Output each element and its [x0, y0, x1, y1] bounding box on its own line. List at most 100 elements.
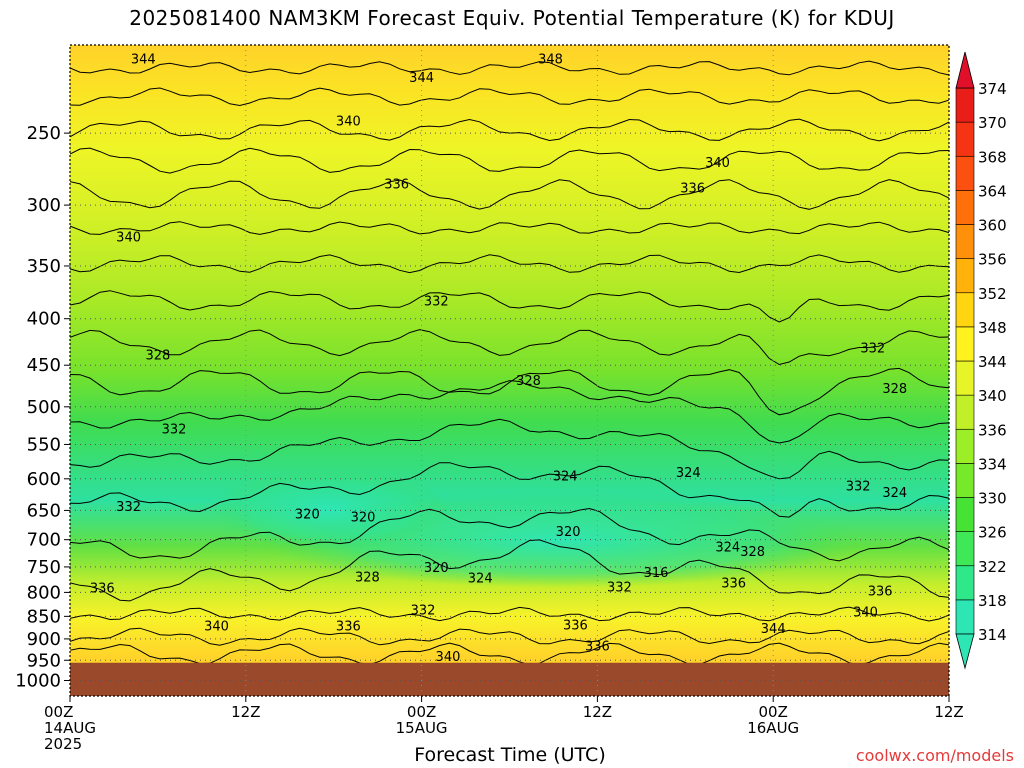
contour-line [70, 642, 949, 666]
colorbar-label: 364 [978, 182, 1007, 200]
contour-label: 336 [585, 639, 610, 654]
y-tick-label: 350 [27, 256, 61, 277]
plot-background [70, 45, 949, 696]
colorbar-label: 344 [978, 353, 1007, 371]
contour-line [70, 462, 949, 518]
colorbar-label: 356 [978, 251, 1007, 269]
y-tick-label: 850 [27, 606, 61, 627]
colorbar-segment [955, 497, 975, 532]
colorbar-label: 370 [978, 114, 1007, 132]
colorbar-segment [955, 224, 975, 259]
colorbar-label: 326 [978, 524, 1007, 542]
contour-line [70, 254, 949, 274]
contour-label: 332 [411, 603, 436, 618]
colorbar-segment [955, 121, 975, 157]
contour-label: 340 [853, 606, 878, 621]
colorbar-label: 348 [978, 319, 1007, 337]
grid-lines [70, 45, 949, 696]
contour-line [70, 60, 949, 76]
y-tick-label: 950 [27, 650, 61, 671]
y-tick-label: 600 [27, 469, 61, 490]
y-tick-label: 500 [27, 397, 61, 418]
contour-label: 336 [680, 182, 705, 197]
contour-label: 332 [846, 479, 871, 494]
contour-label: 328 [740, 545, 765, 560]
contour-label: 332 [424, 295, 449, 310]
colorbar-segment [955, 599, 975, 635]
colorbar-label: 334 [978, 455, 1007, 473]
contour-label: 332 [116, 500, 141, 515]
y-tick-label: 300 [27, 195, 61, 216]
x-axis-title: Forecast Time (UTC) [414, 744, 606, 766]
x-tick-label: 00Z [407, 703, 436, 721]
contour-label: 344 [409, 71, 434, 86]
contour-label: 332 [607, 580, 632, 595]
colorbar-label: 368 [978, 148, 1007, 166]
contour-line [70, 418, 949, 480]
x-tick-label: 16AUG [747, 719, 799, 737]
colorbar-low-arrow [955, 633, 975, 670]
contour-line [70, 329, 949, 366]
contour-line [70, 380, 949, 444]
contour-label: 344 [131, 53, 156, 68]
x-tick-label: 12Z [583, 703, 612, 721]
x-tick-label: 00Z [759, 703, 788, 721]
contour-label: 344 [761, 622, 786, 637]
colorbar-segment [955, 326, 975, 362]
contour-label: 336 [563, 619, 588, 634]
colorbar-segment [955, 292, 975, 328]
contour-label: 340 [705, 156, 730, 171]
colorbar-segment [955, 394, 975, 430]
colorbar-segment [955, 155, 975, 191]
contour-line [70, 290, 949, 323]
credit-link[interactable]: coolwx.com/models [855, 746, 1014, 765]
contour-label: 336 [336, 620, 361, 635]
colorbar-label: 318 [978, 592, 1007, 610]
contour-line [70, 539, 949, 602]
contour-label: 340 [436, 650, 461, 665]
contour-line [70, 179, 949, 210]
contour-label: 340 [204, 620, 229, 635]
contour-line [70, 118, 949, 142]
contour-label: 324 [468, 571, 493, 586]
y-axis: 2503003504004505005506006507007508008509… [15, 123, 70, 692]
contour-line [70, 627, 949, 646]
contour-label: 340 [116, 231, 141, 246]
contour-label: 328 [516, 374, 541, 389]
colorbar-label: 336 [978, 421, 1007, 439]
terrain-ground [70, 662, 949, 696]
contour-label: 316 [644, 566, 669, 581]
contour-line [70, 221, 949, 235]
colorbar-label: 314 [978, 626, 1007, 644]
contour-label: 328 [882, 382, 907, 397]
colorbar-segment [955, 428, 975, 464]
colorbar-label: 352 [978, 285, 1007, 303]
y-tick-label: 650 [27, 500, 61, 521]
contour-label: 328 [145, 349, 170, 364]
colorbar-segment [955, 190, 975, 225]
colorbar-segment [955, 565, 975, 601]
chart-title: 2025081400 NAM3KM Forecast Equiv. Potent… [129, 6, 895, 30]
colorbar-label: 340 [978, 387, 1007, 405]
x-tick-label: 2025 [44, 735, 82, 753]
contour-label: 324 [676, 466, 701, 481]
x-tick-label: 15AUG [396, 719, 448, 737]
colorbar: 314 318 322 326 330 334 336 340 344 348 352 356 360 3… [955, 51, 1007, 670]
contour-label: 336 [90, 581, 115, 596]
y-tick-label: 700 [27, 530, 61, 551]
contour-label: 320 [424, 561, 449, 576]
x-tick-label: 00Z [44, 703, 73, 721]
contour-line [70, 147, 949, 174]
contour-line [70, 367, 949, 416]
x-tick-label: 12Z [934, 703, 963, 721]
contour-label: 336 [868, 584, 893, 599]
contour-label: 332 [162, 422, 187, 437]
contour-label: 332 [860, 341, 885, 356]
colorbar-label: 374 [978, 80, 1007, 98]
colorbar-segment [955, 463, 975, 498]
plot-frame [69, 44, 950, 697]
x-tick-label: 12Z [231, 703, 260, 721]
contour-label: 348 [538, 53, 563, 68]
